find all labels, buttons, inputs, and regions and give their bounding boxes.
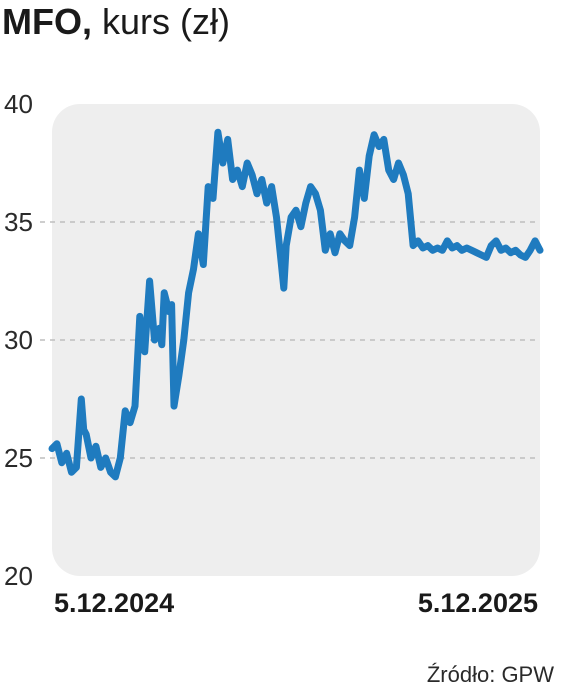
y-tick-20: 20 xyxy=(4,561,33,591)
chart-panel xyxy=(52,104,540,576)
chart-title: MFO, kurs (zł) xyxy=(2,2,230,42)
x-tick-start: 5.12.2024 xyxy=(54,588,174,618)
y-tick-30: 30 xyxy=(4,325,33,355)
chart-title-ticker: MFO, xyxy=(2,1,92,42)
x-axis-ticks: 5.12.2024 5.12.2025 xyxy=(54,588,538,618)
y-tick-25: 25 xyxy=(4,443,33,473)
y-tick-35: 35 xyxy=(4,207,33,237)
source-note: Źródło: GPW xyxy=(426,662,554,687)
series-line-mfo xyxy=(48,128,544,481)
y-tick-40: 40 xyxy=(4,89,33,119)
y-axis-ticks: 40 35 30 25 20 xyxy=(4,89,33,591)
x-tick-end: 5.12.2025 xyxy=(418,588,538,618)
chart-title-subtitle: kurs (zł) xyxy=(91,1,230,42)
